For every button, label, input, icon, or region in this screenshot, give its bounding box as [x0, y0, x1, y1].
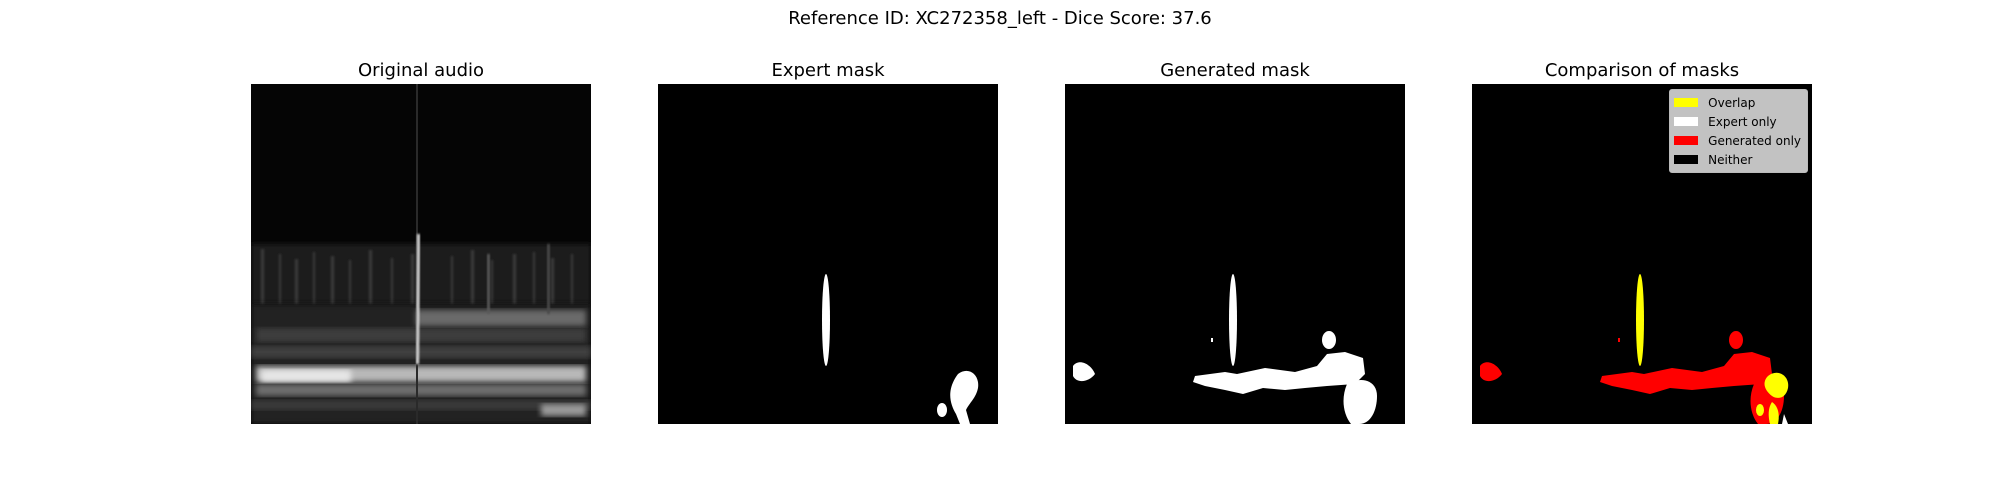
- generated-mask-blobs: [1065, 84, 1405, 424]
- generated-only-swatch: [1674, 136, 1699, 145]
- legend: Overlap Expert only Generated only Neith…: [1669, 89, 1808, 173]
- legend-item-neither: Neither: [1674, 150, 1801, 169]
- generated-mask-title: Generated mask: [1160, 60, 1310, 81]
- comparison-mask-image: Overlap Expert only Generated only Neith…: [1472, 84, 1812, 424]
- legend-item-generated-only: Generated only: [1674, 131, 1801, 150]
- expert-mask-title: Expert mask: [771, 60, 885, 81]
- spectrogram-image: [251, 84, 591, 424]
- expert-mask-blobs: [658, 84, 998, 424]
- legend-label-overlap: Overlap: [1708, 95, 1756, 110]
- legend-item-expert-only: Expert only: [1674, 112, 1801, 131]
- legend-label-expert-only: Expert only: [1708, 114, 1777, 129]
- comparison-title: Comparison of masks: [1544, 60, 1740, 81]
- generated-mask-image: [1065, 84, 1405, 424]
- legend-label-neither: Neither: [1708, 152, 1753, 167]
- figure-title: Reference ID: XC272358_left - Dice Score…: [788, 8, 1212, 29]
- legend-label-generated-only: Generated only: [1708, 133, 1801, 148]
- original-audio-title: Original audio: [357, 60, 485, 81]
- expert-mask-image: [658, 84, 998, 424]
- legend-item-overlap: Overlap: [1674, 93, 1801, 112]
- expert-only-swatch: [1674, 117, 1699, 126]
- neither-swatch: [1674, 155, 1699, 164]
- overlap-swatch: [1674, 98, 1699, 107]
- original-audio-spectrogram: [251, 84, 591, 424]
